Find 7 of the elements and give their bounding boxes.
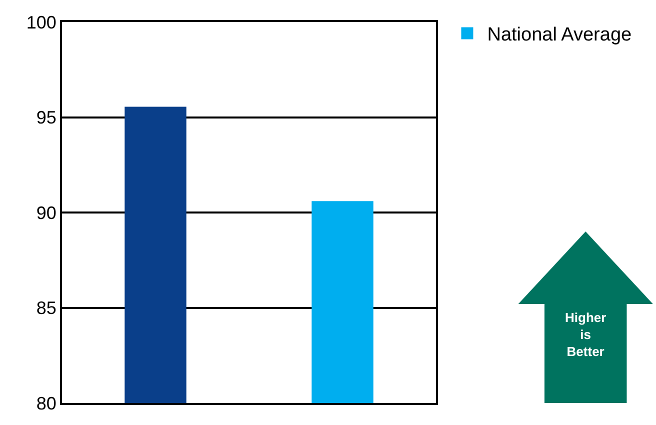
y-tick-label: 95 bbox=[36, 108, 56, 128]
y-tick-label: 85 bbox=[36, 298, 56, 318]
y-tick-label: 80 bbox=[36, 393, 56, 414]
y-tick-label: 90 bbox=[36, 202, 56, 223]
y-tick-label: 100 bbox=[26, 12, 56, 32]
text: Higher is Better bbox=[565, 310, 606, 359]
legend-label: National Average bbox=[487, 24, 632, 46]
